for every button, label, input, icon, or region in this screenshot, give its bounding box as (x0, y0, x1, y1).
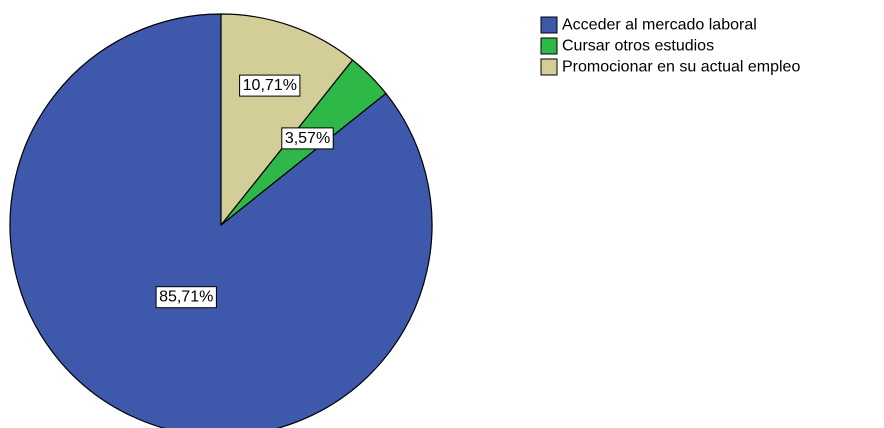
legend-item-cursar-otros-estudios: Cursar otros estudios (540, 37, 714, 55)
data-label-box (155, 286, 217, 309)
data-label-box (281, 127, 334, 150)
chart-legend: Acceder al mercado laboral Cursar otros e… (540, 16, 800, 76)
pie-slice-promocionar-en-su-actual-empleo (220, 13, 354, 226)
data-label-text: 3,57% (285, 130, 330, 147)
data-label-text: 85,71% (159, 289, 213, 306)
legend-swatch (540, 58, 558, 76)
pie-slices (9, 13, 433, 428)
legend-swatch (540, 37, 558, 55)
data-label-text: 10,71% (243, 77, 297, 94)
legend-item-promocionar-en-su-actual-empleo: Promocionar en su actual empleo (540, 58, 800, 76)
legend-label: Acceder al mercado laboral (562, 17, 757, 34)
data-label-box (239, 74, 301, 97)
legend-swatch (540, 16, 558, 34)
legend-item-acceder-al-mercado-laboral: Acceder al mercado laboral (540, 16, 757, 34)
legend-label: Promocionar en su actual empleo (562, 59, 800, 76)
data-label-promocionar-en-su-actual-empleo: 10,71% (239, 74, 301, 97)
pie-data-labels: 85,71% 3,57% 10,71% (155, 74, 334, 309)
legend-label: Cursar otros estudios (562, 38, 714, 55)
pie-slice-acceder-al-mercado-laboral (9, 13, 433, 428)
data-label-acceder-al-mercado-laboral: 85,71% (155, 286, 217, 309)
data-label-cursar-otros-estudios: 3,57% (281, 127, 334, 150)
